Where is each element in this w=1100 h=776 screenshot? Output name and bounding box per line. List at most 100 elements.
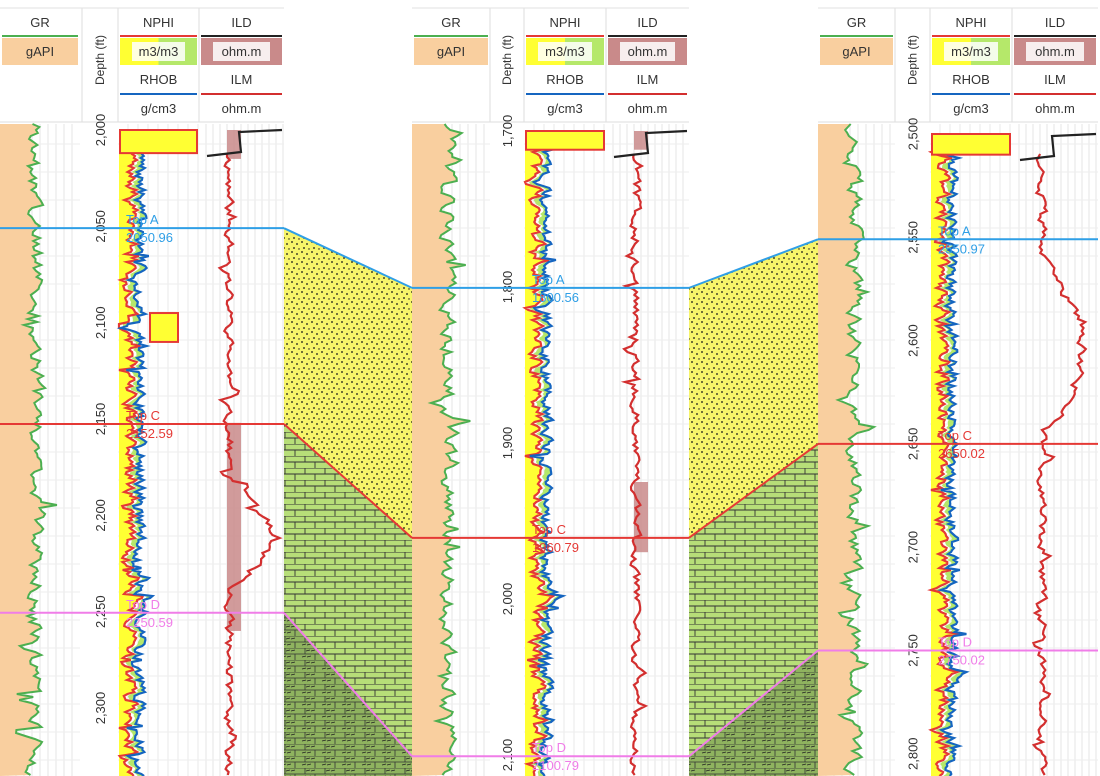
ild-unit: ohm.m [628, 44, 668, 59]
formation-top-depth: 2250.59 [126, 615, 173, 630]
depth-tick-label: 2,100 [500, 739, 515, 772]
depth-tick-label: 2,700 [906, 531, 921, 564]
ilm-unit: ohm.m [628, 101, 668, 116]
formation-top-depth: 2152.59 [126, 426, 173, 441]
gr-curve [835, 123, 877, 776]
gr-unit: gAPI [26, 44, 54, 59]
depth-track-title: Depth (ft) [500, 35, 514, 85]
depth-tick-label: 2,600 [906, 324, 921, 357]
gr-curve [427, 123, 471, 776]
ilm-track-title: ILM [637, 72, 659, 87]
ilm-curve [1031, 153, 1088, 776]
rhob-unit: g/cm3 [141, 101, 176, 116]
formation-top-name: Top D [938, 634, 972, 649]
nphi-unit: m3/m3 [545, 44, 585, 59]
rhob-curve [116, 141, 156, 776]
formation-top-depth: 2650.02 [938, 446, 985, 461]
ilm-track-title: ILM [1044, 72, 1066, 87]
depth-tick-label: 2,100 [93, 306, 108, 339]
formation-top-depth: 2050.96 [126, 230, 173, 245]
gr-track-title: GR [30, 15, 50, 30]
nphi-track-title: NPHI [955, 15, 986, 30]
well-1-logs: GR gAPI Depth (ft) NPHI m3/m3 RHOB g/cm3 ILD ohm… [0, 0, 284, 776]
formation-top-name: Top C [938, 428, 972, 443]
top-correlation-line [688, 443, 819, 539]
nphi-track-title: NPHI [143, 15, 174, 30]
well-3-logs: GR gAPI Depth (ft) NPHI m3/m3 RHOB g/cm3 ILD ohm… [818, 0, 1098, 776]
ild-unit: ohm.m [1035, 44, 1075, 59]
rhob-curve [934, 141, 970, 776]
top-correlation-line [688, 238, 819, 289]
sand-zone-correlation [689, 239, 818, 538]
ild-track-title: ILD [231, 15, 251, 30]
ilm-unit: ohm.m [1035, 101, 1075, 116]
depth-tick-label: 2,250 [93, 595, 108, 628]
formation-top-name: Top C [532, 522, 566, 537]
depth-tick-label: 2,300 [93, 692, 108, 725]
ild-separation-fill [634, 131, 648, 150]
formation-top-name: Top C [126, 408, 160, 423]
depth-track-title: Depth (ft) [93, 35, 107, 85]
nphi-curve [522, 141, 557, 776]
formation-top-depth: 1960.79 [532, 540, 579, 555]
shale-zone-correlation [689, 650, 818, 776]
ilm-unit: ohm.m [222, 101, 262, 116]
ild-track-title: ILD [1045, 15, 1065, 30]
formation-top-name: Top A [126, 212, 159, 227]
gr-curve [15, 123, 58, 776]
gr-fill-swatch [820, 38, 893, 65]
gr-unit: gAPI [842, 44, 870, 59]
ilm-track-title: ILM [231, 72, 253, 87]
depth-tick-label: 2,200 [93, 499, 108, 532]
nphi-unit: m3/m3 [951, 44, 991, 59]
depth-tick-label: 2,050 [93, 210, 108, 243]
gr-fill-swatch [2, 38, 78, 65]
nphi-unit: m3/m3 [139, 44, 179, 59]
depth-tick-label: 1,900 [500, 427, 515, 460]
depth-tick-label: 2,150 [93, 403, 108, 436]
rhob-track-title: RHOB [140, 72, 178, 87]
gas-indicator-block [931, 133, 1011, 156]
rhob-unit: g/cm3 [547, 101, 582, 116]
limestone-zone-correlation [284, 423, 412, 757]
nphi-light-fill [120, 142, 153, 776]
top-correlation-line [283, 612, 413, 757]
formation-top-depth: 2750.02 [938, 652, 985, 667]
depth-tick-label: 2,550 [906, 221, 921, 254]
depth-tick-label: 2,500 [906, 118, 921, 151]
gas-indicator-block [119, 129, 198, 155]
rhob-curve [529, 140, 567, 776]
shale-zone-correlation [284, 612, 412, 776]
gr-unit: gAPI [437, 44, 465, 59]
sand-zone-correlation [284, 228, 412, 538]
top-correlation-line [283, 227, 413, 289]
ild-separation-fill [227, 422, 241, 631]
depth-tick-label: 2,000 [93, 114, 108, 147]
gas-indicator-block [149, 312, 179, 343]
formation-top-name: Top A [938, 223, 971, 238]
nphi-gas-fill [525, 142, 554, 776]
formation-top-depth: 1800.56 [532, 290, 579, 305]
rhob-track-title: RHOB [546, 72, 584, 87]
nphi-curve [117, 141, 145, 776]
gr-fill-swatch [414, 38, 488, 65]
nphi-track-title: NPHI [549, 15, 580, 30]
depth-track-title: Depth (ft) [906, 35, 920, 85]
formation-top-name: Top A [532, 272, 565, 287]
ilm-curve [620, 153, 649, 776]
top-correlation-line [283, 423, 413, 539]
limestone-zone-correlation [689, 443, 818, 757]
depth-tick-label: 2,800 [906, 737, 921, 770]
gr-track-title: GR [847, 15, 867, 30]
ild-unit: ohm.m [222, 44, 262, 59]
depth-tick-label: 2,000 [500, 583, 515, 616]
ilm-curve [217, 154, 283, 776]
gas-indicator-block [525, 130, 605, 151]
top-correlation-line [688, 649, 819, 758]
formation-top-depth: 2100.79 [532, 758, 579, 773]
rhob-unit: g/cm3 [953, 101, 988, 116]
ild-curve [1019, 132, 1097, 162]
ild-track-title: ILD [637, 15, 657, 30]
ild-curve [206, 128, 283, 158]
